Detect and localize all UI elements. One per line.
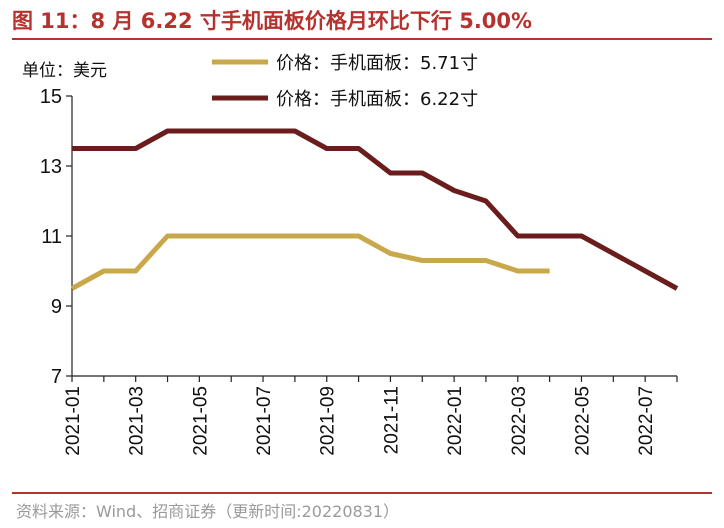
y-tick-label: 15 xyxy=(40,86,62,108)
y-tick-label: 7 xyxy=(51,366,62,388)
title-divider xyxy=(12,38,712,40)
x-tick-label: 2022-07 xyxy=(636,386,657,456)
x-tick-label: 2021-09 xyxy=(318,386,339,456)
legend-label-2: 价格：手机面板：6.22寸 xyxy=(276,89,478,110)
legend-label-1: 价格：手机面板：5.71寸 xyxy=(276,53,478,74)
x-tick-label: 2021-07 xyxy=(254,386,275,456)
line-chart: 7 9 11 13 15 2021-01 2021-03 2021-05 2021-07 2021… xyxy=(40,53,679,456)
unit-label: 单位：美元 xyxy=(22,61,107,81)
y-tick-label: 11 xyxy=(41,226,62,248)
series-line-1 xyxy=(70,233,550,291)
x-tick-label: 2021-05 xyxy=(190,386,211,456)
source-divider xyxy=(12,492,712,494)
y-tick-label: 9 xyxy=(51,296,62,318)
x-tick-label: 2022-03 xyxy=(509,386,530,456)
x-tick-label: 2022-05 xyxy=(572,386,593,456)
figure-title: 图 11：8 月 6.22 寸手机面板价格月环比下行 5.00% xyxy=(12,9,533,33)
y-tick-label: 13 xyxy=(40,156,62,178)
x-tick-label: 2021-11 xyxy=(381,386,402,454)
series-line-2 xyxy=(72,128,679,291)
source-note: 资料来源：Wind、招商证券（更新时间:20220831） xyxy=(16,502,400,521)
x-tick-label: 2021-03 xyxy=(127,386,148,456)
x-tick-label: 2021-01 xyxy=(63,386,84,456)
x-tick-label: 2022-01 xyxy=(445,386,466,456)
